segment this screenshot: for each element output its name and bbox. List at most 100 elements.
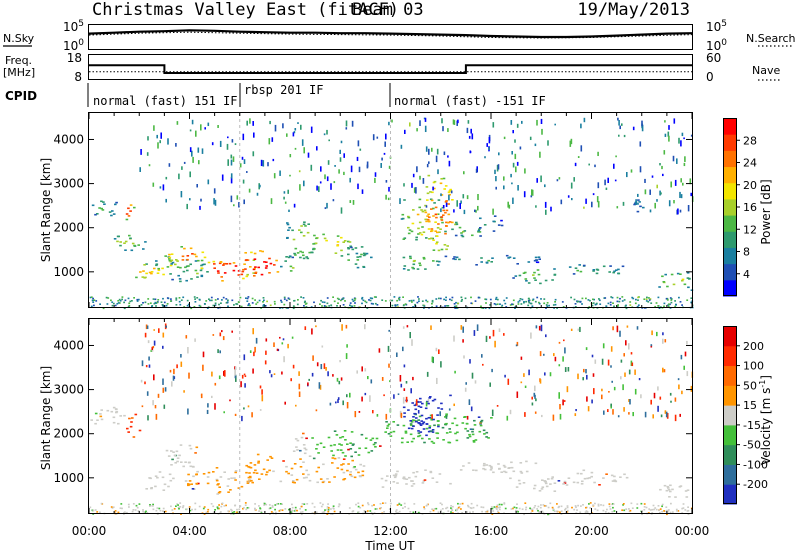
power-cell bbox=[493, 215, 497, 217]
power-cell bbox=[284, 260, 287, 262]
velocity-speckle bbox=[243, 373, 246, 376]
velocity-clutter bbox=[203, 506, 206, 508]
power-clutter bbox=[394, 304, 397, 307]
velocity-cell bbox=[396, 424, 400, 426]
power-speckle bbox=[544, 184, 546, 188]
time-tick-label: 12:00 bbox=[373, 524, 408, 538]
power-clutter bbox=[296, 303, 299, 306]
velocity-speckle bbox=[665, 411, 668, 418]
velocity-speckle bbox=[311, 372, 314, 377]
power-speckle bbox=[339, 157, 342, 162]
velocity-speckle bbox=[492, 329, 495, 337]
velocity-clutter bbox=[661, 510, 663, 513]
velocity-clutter bbox=[279, 509, 282, 511]
power-clutter bbox=[552, 304, 555, 306]
velocity-speckle bbox=[405, 396, 408, 403]
velocity-cell bbox=[437, 425, 440, 428]
velocity-cell bbox=[545, 485, 549, 488]
velocity-clutter bbox=[555, 510, 558, 513]
power-speckle bbox=[409, 122, 411, 127]
velocity-cell bbox=[187, 473, 190, 476]
velocity-clutter bbox=[686, 510, 689, 512]
power-speckle bbox=[580, 123, 582, 129]
power-cell bbox=[478, 228, 481, 230]
velocity-cell bbox=[362, 465, 366, 467]
velocity-cell bbox=[367, 451, 371, 454]
velocity-speckle bbox=[252, 328, 254, 335]
power-clutter bbox=[187, 303, 190, 306]
velocity-clutter bbox=[149, 505, 151, 507]
freq-unit-label: [MHz] bbox=[3, 66, 35, 79]
velocity-clutter bbox=[681, 507, 684, 510]
velocity-clutter bbox=[162, 510, 164, 512]
velocity-clutter bbox=[648, 508, 651, 510]
power-cell bbox=[572, 273, 576, 275]
power-clutter bbox=[398, 299, 401, 301]
velocity-speckle bbox=[214, 403, 216, 410]
velocity-clutter bbox=[319, 502, 322, 504]
power-speckle bbox=[383, 152, 386, 155]
velocity-clutter bbox=[296, 509, 298, 512]
power-cell bbox=[440, 194, 444, 196]
velocity-cell bbox=[459, 469, 463, 471]
power-speckle bbox=[463, 209, 466, 215]
nsearch-line bbox=[88, 31, 693, 39]
power-clutter bbox=[338, 298, 340, 301]
velocity-cell bbox=[350, 455, 353, 458]
power-speckle bbox=[440, 208, 442, 213]
power-cell bbox=[479, 217, 482, 220]
power-clutter bbox=[153, 302, 156, 305]
power-speckle bbox=[492, 208, 494, 215]
velocity-speckle bbox=[686, 371, 689, 377]
power-cell bbox=[178, 278, 182, 280]
power-clutter bbox=[240, 305, 243, 308]
velocity-cell bbox=[292, 450, 296, 452]
velocity-speckle bbox=[412, 376, 414, 381]
velocity-cell bbox=[590, 471, 594, 474]
power-clutter bbox=[321, 305, 323, 307]
power-clutter bbox=[643, 298, 646, 300]
power-clutter bbox=[579, 301, 582, 303]
velocity-speckle bbox=[607, 409, 609, 413]
velocity-cell bbox=[540, 488, 544, 490]
velocity-cell bbox=[233, 477, 236, 479]
power-clutter bbox=[199, 305, 202, 308]
velocity-cell bbox=[331, 457, 335, 459]
power-speckle bbox=[617, 117, 619, 121]
velocity-cell bbox=[169, 479, 173, 482]
power-cell bbox=[633, 203, 636, 206]
velocity-cell bbox=[419, 431, 423, 433]
power-clutter bbox=[373, 296, 376, 298]
velocity-cell bbox=[410, 427, 414, 430]
velocity-cell bbox=[400, 441, 404, 444]
velocity-cell bbox=[249, 462, 253, 464]
velocity-cell bbox=[217, 483, 220, 485]
velocity-clutter bbox=[671, 511, 674, 513]
velocity-clutter bbox=[272, 512, 274, 514]
velocity-cell bbox=[360, 433, 364, 436]
velocity-cell bbox=[421, 482, 425, 484]
velocity-cell bbox=[245, 464, 248, 467]
velocity-cell bbox=[270, 457, 274, 459]
power-cbar-label: 20 bbox=[743, 179, 757, 192]
velocity-cell bbox=[550, 477, 554, 480]
velocity-clutter bbox=[516, 510, 519, 512]
power-speckle bbox=[385, 180, 388, 183]
velocity-clutter bbox=[379, 507, 381, 510]
power-speckle bbox=[436, 148, 439, 155]
velocity-cell bbox=[685, 496, 689, 498]
velocity-speckle bbox=[534, 385, 536, 392]
power-speckle bbox=[284, 201, 287, 204]
power-speckle bbox=[570, 138, 573, 145]
power-speckle bbox=[668, 135, 670, 142]
velocity-cell bbox=[525, 470, 529, 473]
velocity-speckle bbox=[185, 335, 188, 339]
velocity-speckle bbox=[613, 386, 616, 391]
velocity-xticks bbox=[88, 319, 693, 514]
velocity-cell bbox=[430, 419, 434, 421]
velocity-clutter bbox=[539, 506, 542, 509]
velocity-clutter bbox=[611, 510, 614, 513]
velocity-clutter bbox=[311, 502, 314, 505]
velocity-speckle bbox=[281, 342, 284, 345]
velocity-cell bbox=[354, 468, 358, 471]
